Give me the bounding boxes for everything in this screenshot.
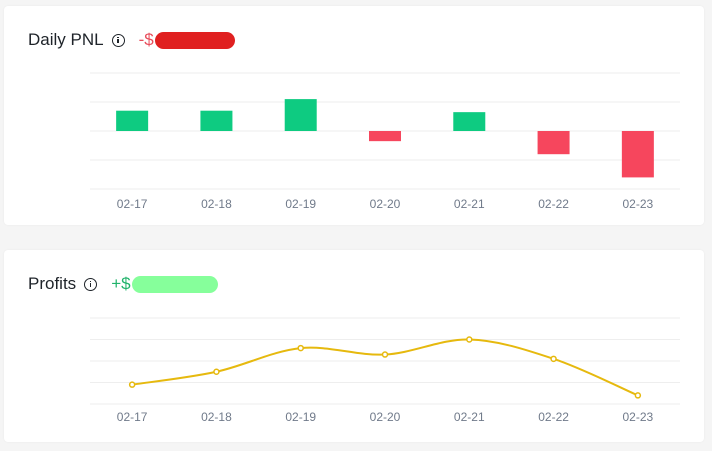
daily-pnl-card: Daily PNL -$ 02-17 02-18 02-19 02-20 02-21 02…	[4, 6, 704, 225]
info-circle-icon[interactable]	[111, 33, 125, 47]
x-tick-label: 02-19	[285, 410, 316, 424]
pnl-bar[interactable]	[453, 112, 486, 131]
x-tick-label: 02-18	[201, 410, 232, 424]
redacted-amount	[154, 31, 235, 49]
pnl-bar[interactable]	[369, 131, 401, 142]
x-tick-label: 02-23	[623, 410, 654, 424]
x-tick-label: 02-23	[623, 197, 654, 211]
profits-card: Profits +$ 02-17 02-18 02-19 02-20 02-21 02-2…	[4, 250, 704, 442]
profits-header: Profits +$	[28, 272, 218, 296]
pnl-bar[interactable]	[200, 110, 233, 131]
profits-point[interactable]	[466, 336, 473, 343]
x-tick-label: 02-18	[201, 197, 232, 211]
profits-point[interactable]	[634, 392, 642, 399]
profits-value: +$	[111, 274, 218, 294]
x-tick-label: 02-21	[454, 410, 485, 424]
daily-pnl-title: Daily PNL	[28, 30, 104, 49]
x-tick-label: 02-17	[117, 410, 148, 424]
redacted-amount	[131, 275, 218, 293]
x-tick-label: 02-17	[117, 197, 148, 211]
info-circle-icon[interactable]	[84, 277, 98, 291]
x-tick-label: 02-20	[370, 410, 401, 424]
profits-series-line	[131, 338, 639, 397]
pnl-bar[interactable]	[621, 131, 654, 178]
profits-point[interactable]	[381, 351, 389, 358]
x-tick-label: 02-22	[538, 410, 569, 424]
profits-value-prefix: +$	[111, 274, 131, 293]
daily-pnl-bar-chart: 02-17 02-18 02-19 02-20 02-21 02-22 02-23	[90, 72, 680, 211]
daily-pnl-header: Daily PNL -$	[28, 28, 235, 52]
profits-point[interactable]	[297, 344, 304, 352]
pnl-bar[interactable]	[537, 131, 570, 155]
daily-pnl-value-prefix: -$	[138, 30, 154, 49]
profits-point[interactable]	[213, 368, 220, 375]
x-tick-label: 02-21	[454, 197, 485, 211]
pnl-bar[interactable]	[284, 99, 317, 131]
pnl-bar[interactable]	[116, 110, 149, 131]
profits-title: Profits	[28, 274, 77, 293]
profits-point[interactable]	[128, 381, 136, 388]
profits-line-chart: 02-17 02-18 02-19 02-20 02-21 02-22 02-23	[90, 317, 680, 424]
x-tick-label: 02-20	[370, 197, 401, 211]
profits-point[interactable]	[550, 355, 557, 363]
x-tick-label: 02-22	[538, 197, 569, 211]
daily-pnl-value: -$	[139, 30, 235, 50]
x-tick-label: 02-19	[285, 197, 316, 211]
